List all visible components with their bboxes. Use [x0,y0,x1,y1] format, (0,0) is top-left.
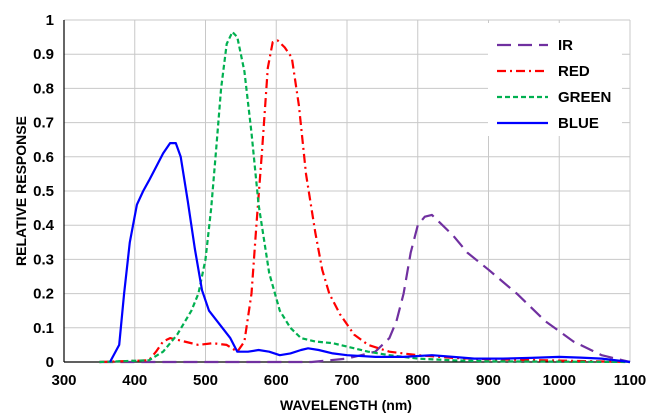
y-axis-label: RELATIVE RESPONSE [13,116,29,266]
legend-label-red: RED [558,63,590,80]
x-tick-label: 900 [476,372,501,389]
grid [63,19,631,363]
series-line-red [99,39,631,364]
y-tick-label: 0.9 [33,46,54,63]
series-line-green [99,30,631,364]
y-tick-label: 0.7 [33,115,54,132]
series-line-blue [109,142,631,364]
y-axis-ticks: 0 0.1 0.2 0.3 0.4 0.5 0.6 0.7 0.8 0.9 1 [33,12,55,371]
y-tick-label: 0.1 [33,320,54,337]
legend-label-green: GREEN [558,89,611,106]
x-tick-label: 600 [264,372,289,389]
x-tick-label: 300 [51,372,76,389]
x-tick-label: 400 [122,372,147,389]
y-tick-label: 0.8 [33,80,54,97]
legend-label-blue: BLUE [558,115,599,132]
x-axis-ticks: 300 400 500 600 700 800 900 1000 1100 [51,372,646,389]
legend-label-ir: IR [558,37,573,54]
y-tick-label: 1 [46,12,54,29]
x-tick-label: 500 [193,372,218,389]
y-tick-label: 0.5 [33,183,54,200]
x-tick-label: 1100 [614,372,647,389]
legend-background [488,23,622,136]
y-tick-label: 0.2 [33,286,54,303]
x-tick-label: 1000 [543,372,576,389]
x-axis-label: WAVELENGTH (nm) [280,397,412,413]
y-tick-label: 0.4 [33,217,55,234]
x-tick-label: 800 [405,372,430,389]
y-tick-label: 0.6 [33,149,54,166]
y-tick-label: 0.3 [33,251,54,268]
y-tick-label: 0 [46,354,54,371]
series-layer [99,30,631,364]
legend: IR RED GREEN BLUE [488,23,622,136]
x-tick-label: 700 [334,372,359,389]
